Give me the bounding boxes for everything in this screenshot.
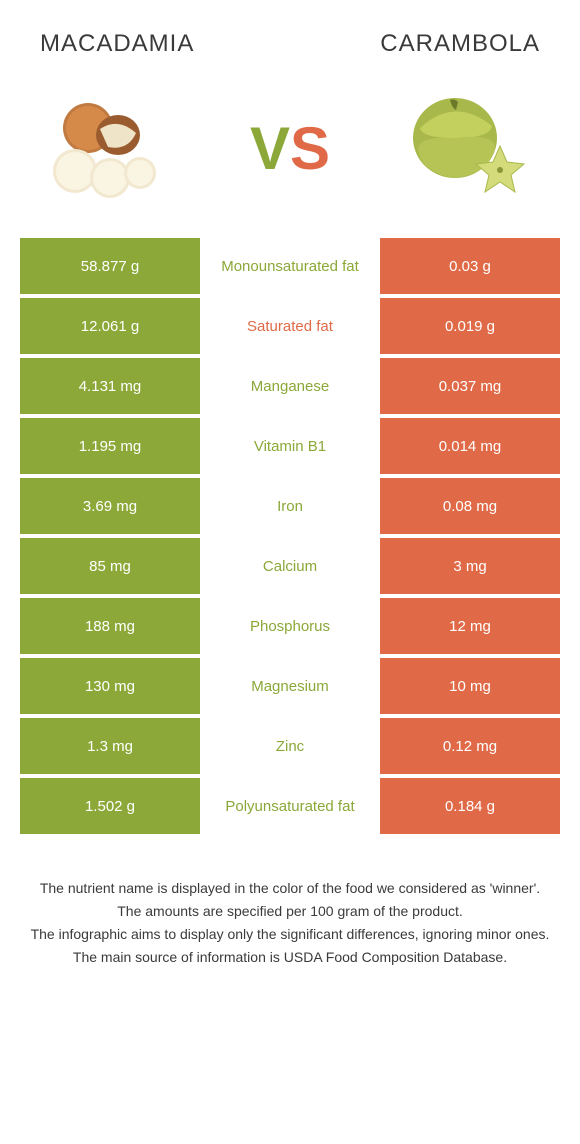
left-value-cell: 188 mg [20, 598, 200, 654]
table-row: 58.877 gMonounsaturated fat0.03 g [20, 238, 560, 294]
right-value-cell: 10 mg [380, 658, 560, 714]
left-value-cell: 1.3 mg [20, 718, 200, 774]
table-row: 1.3 mgZinc0.12 mg [20, 718, 560, 774]
right-value-cell: 0.08 mg [380, 478, 560, 534]
table-row: 4.131 mgManganese0.037 mg [20, 358, 560, 414]
images-row: VS [0, 68, 580, 238]
macadamia-icon [40, 88, 180, 208]
footer-line-1: The nutrient name is displayed in the co… [30, 878, 550, 899]
vs-v-letter: V [250, 114, 290, 183]
table-row: 188 mgPhosphorus12 mg [20, 598, 560, 654]
nutrient-label-cell: Calcium [200, 538, 380, 594]
right-value-cell: 3 mg [380, 538, 560, 594]
nutrient-label-cell: Polyunsaturated fat [200, 778, 380, 834]
table-row: 12.061 gSaturated fat0.019 g [20, 298, 560, 354]
left-value-cell: 4.131 mg [20, 358, 200, 414]
right-value-cell: 0.037 mg [380, 358, 560, 414]
table-row: 1.195 mgVitamin B10.014 mg [20, 418, 560, 474]
left-value-cell: 58.877 g [20, 238, 200, 294]
header: MACADAMIA CARAMBOLA [0, 0, 580, 68]
footer-line-3: The infographic aims to display only the… [30, 924, 550, 945]
footer-line-4: The main source of information is USDA F… [30, 947, 550, 968]
right-value-cell: 0.184 g [380, 778, 560, 834]
table-row: 3.69 mgIron0.08 mg [20, 478, 560, 534]
nutrient-label-cell: Phosphorus [200, 598, 380, 654]
left-value-cell: 85 mg [20, 538, 200, 594]
nutrient-label-cell: Saturated fat [200, 298, 380, 354]
nutrient-label-cell: Monounsaturated fat [200, 238, 380, 294]
nutrient-label-cell: Manganese [200, 358, 380, 414]
carambola-icon [400, 88, 540, 208]
right-value-cell: 12 mg [380, 598, 560, 654]
left-value-cell: 1.195 mg [20, 418, 200, 474]
vs-label: VS [250, 114, 330, 183]
right-value-cell: 0.014 mg [380, 418, 560, 474]
right-food-title: CARAMBOLA [380, 30, 540, 58]
right-value-cell: 0.12 mg [380, 718, 560, 774]
table-row: 85 mgCalcium3 mg [20, 538, 560, 594]
left-value-cell: 12.061 g [20, 298, 200, 354]
nutrient-label-cell: Magnesium [200, 658, 380, 714]
right-value-cell: 0.03 g [380, 238, 560, 294]
footer-line-2: The amounts are specified per 100 gram o… [30, 901, 550, 922]
left-food-title: MACADAMIA [40, 30, 194, 58]
left-value-cell: 130 mg [20, 658, 200, 714]
left-value-cell: 3.69 mg [20, 478, 200, 534]
nutrient-label-cell: Iron [200, 478, 380, 534]
right-value-cell: 0.019 g [380, 298, 560, 354]
table-row: 1.502 gPolyunsaturated fat0.184 g [20, 778, 560, 834]
comparison-table: 58.877 gMonounsaturated fat0.03 g12.061 … [0, 238, 580, 834]
nutrient-label-cell: Vitamin B1 [200, 418, 380, 474]
vs-s-letter: S [290, 114, 330, 183]
nutrient-label-cell: Zinc [200, 718, 380, 774]
left-value-cell: 1.502 g [20, 778, 200, 834]
footer-notes: The nutrient name is displayed in the co… [0, 838, 580, 990]
table-row: 130 mgMagnesium10 mg [20, 658, 560, 714]
